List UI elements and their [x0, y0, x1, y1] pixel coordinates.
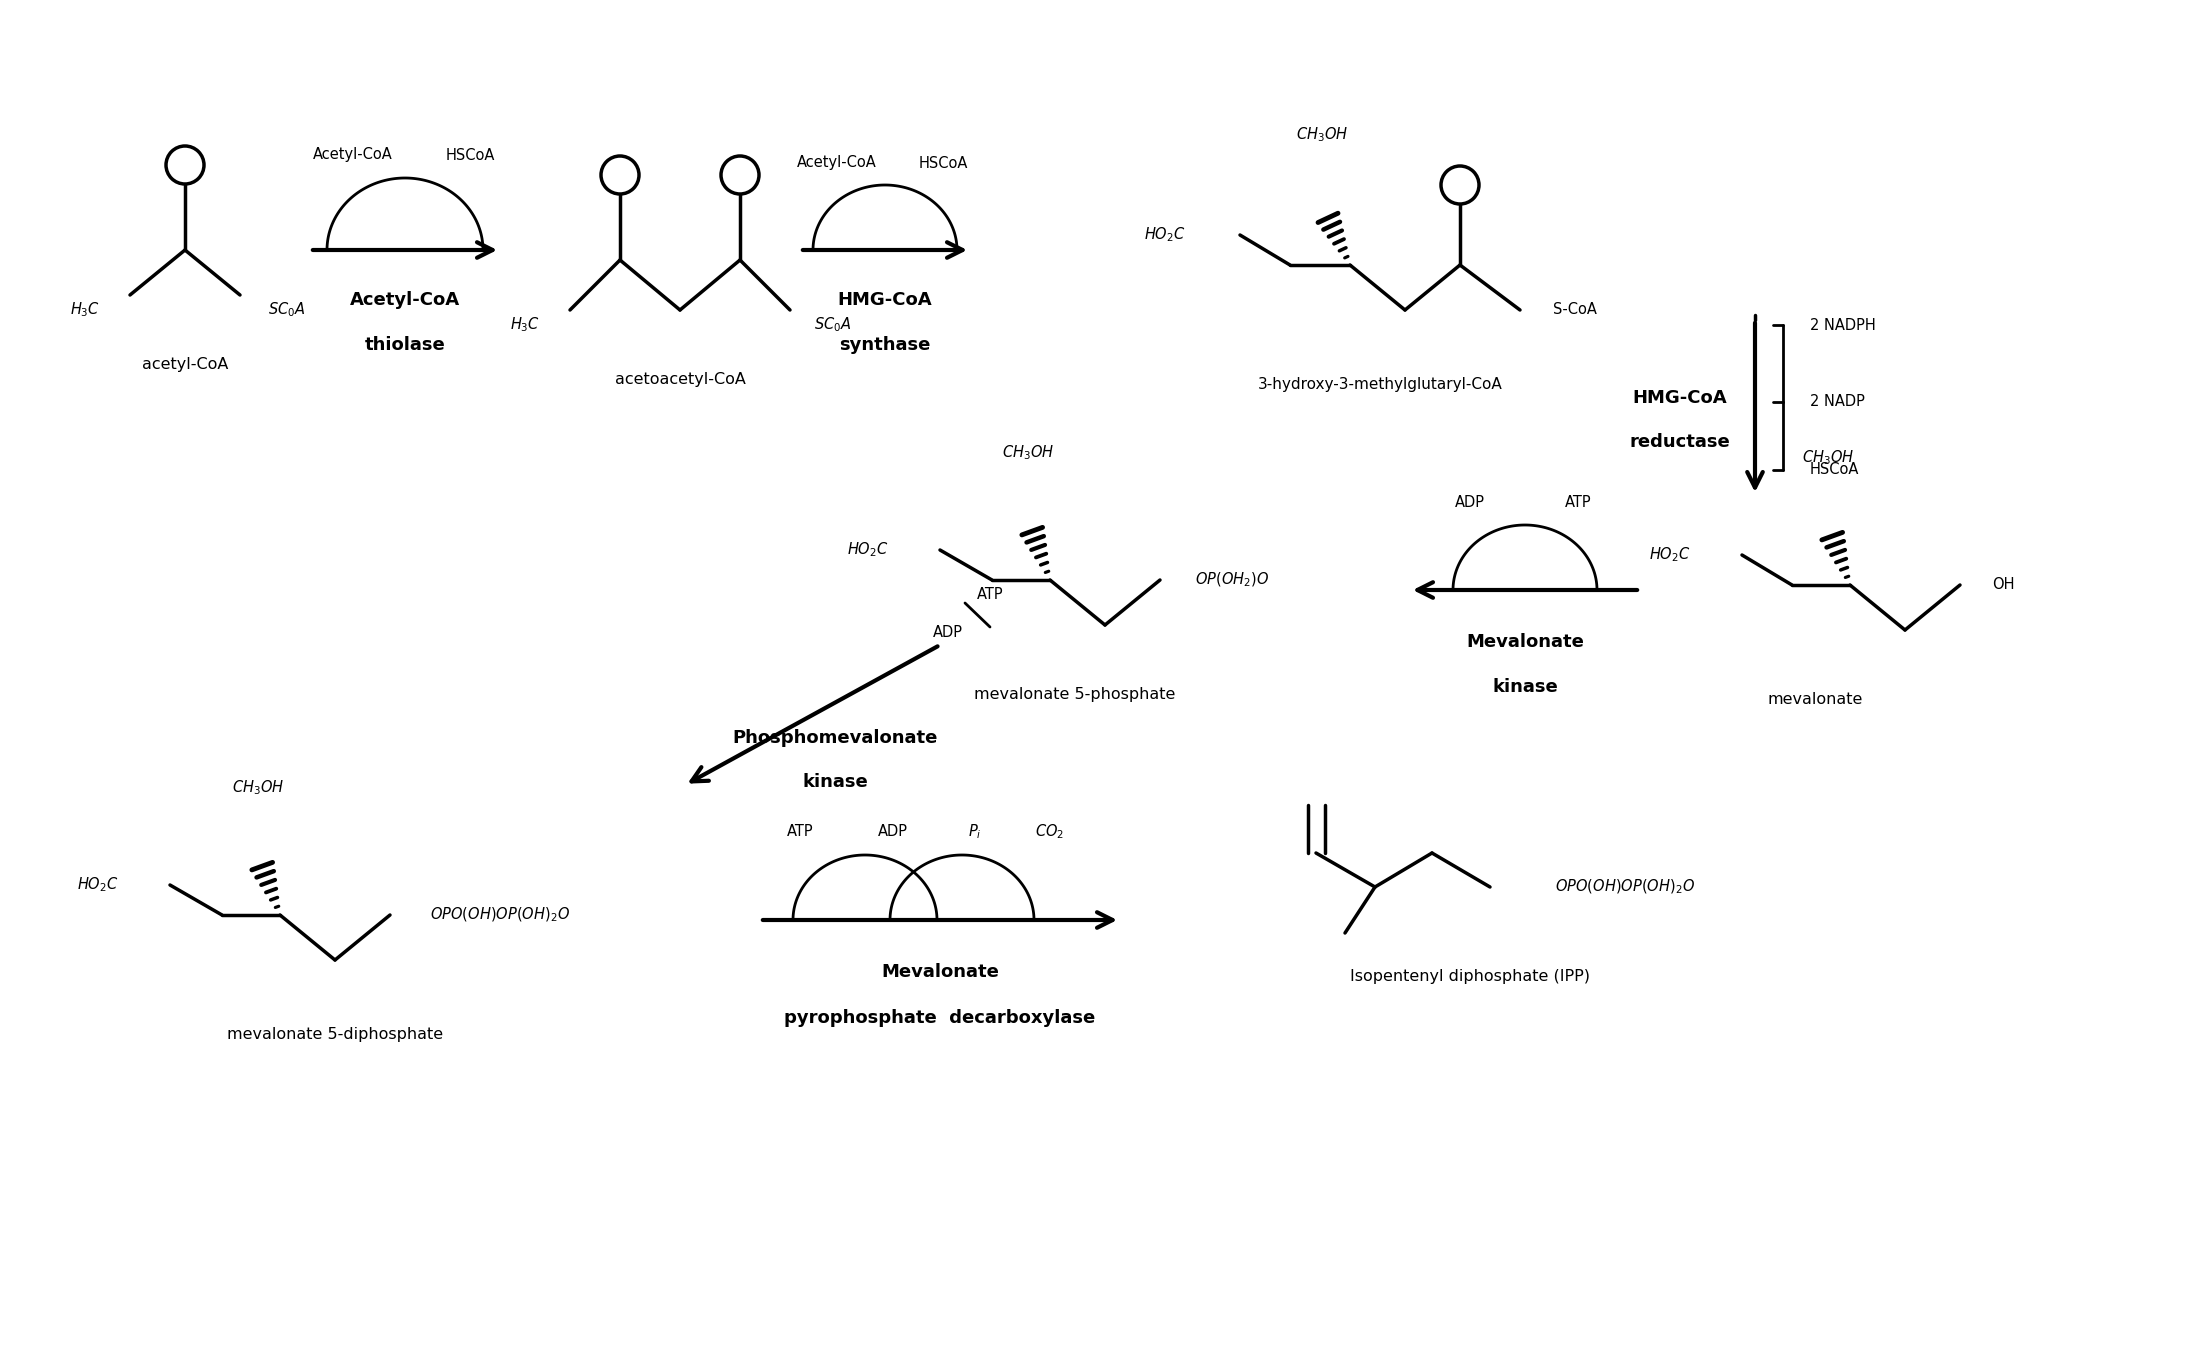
Text: Acetyl-CoA: Acetyl-CoA	[798, 156, 876, 170]
Text: $OPO(OH)OP(OH)_2O$: $OPO(OH)OP(OH)_2O$	[1556, 878, 1696, 896]
Text: mevalonate 5-diphosphate: mevalonate 5-diphosphate	[228, 1028, 443, 1043]
Text: $HO_2C$: $HO_2C$	[1144, 226, 1185, 244]
Text: $HO_2C$: $HO_2C$	[77, 875, 118, 895]
Text: $SC_0A$: $SC_0A$	[267, 300, 307, 319]
Text: $CH_3OH$: $CH_3OH$	[1295, 126, 1347, 144]
Text: acetyl-CoA: acetyl-CoA	[142, 358, 228, 373]
Text: ADP: ADP	[933, 626, 964, 641]
Text: ADP: ADP	[879, 825, 907, 840]
Text: $H_3C$: $H_3C$	[70, 300, 101, 319]
Text: S-CoA: S-CoA	[1553, 303, 1597, 318]
Text: $OP(OH_2)O$: $OP(OH_2)O$	[1194, 571, 1269, 589]
Text: mevalonate: mevalonate	[1768, 692, 1862, 707]
Text: ATP: ATP	[1564, 496, 1591, 511]
Text: $HO_2C$: $HO_2C$	[848, 541, 890, 559]
Text: $CH_3OH$: $CH_3OH$	[232, 778, 285, 797]
Text: OH: OH	[1992, 578, 2014, 592]
Text: $HO_2C$: $HO_2C$	[1650, 545, 1691, 564]
Text: synthase: synthase	[839, 336, 931, 353]
Text: Acetyl-CoA: Acetyl-CoA	[313, 148, 392, 163]
Text: Mevalonate: Mevalonate	[881, 963, 999, 981]
Text: $H_3C$: $H_3C$	[511, 315, 539, 334]
Text: Mevalonate: Mevalonate	[1466, 633, 1584, 651]
Text: HSCoA: HSCoA	[445, 148, 495, 163]
Text: $P_i$: $P_i$	[968, 822, 982, 841]
Text: $CH_3OH$: $CH_3OH$	[1001, 444, 1054, 462]
Text: HMG-CoA: HMG-CoA	[1632, 389, 1727, 407]
Text: 2 NADP: 2 NADP	[1810, 395, 1865, 410]
Text: reductase: reductase	[1630, 433, 1731, 451]
Text: Phosphomevalonate: Phosphomevalonate	[732, 729, 938, 747]
Text: $OPO(OH)OP(OH)_2O$: $OPO(OH)OP(OH)_2O$	[429, 906, 570, 925]
Text: 2 NADPH: 2 NADPH	[1810, 318, 1875, 333]
Text: thiolase: thiolase	[364, 336, 445, 353]
Text: $CO_2$: $CO_2$	[1036, 822, 1065, 841]
Text: HSCoA: HSCoA	[1810, 463, 1860, 478]
Text: $CH_3OH$: $CH_3OH$	[1801, 448, 1854, 467]
Text: ATP: ATP	[977, 588, 1003, 603]
Text: ADP: ADP	[1455, 496, 1485, 511]
Text: acetoacetyl-CoA: acetoacetyl-CoA	[613, 373, 745, 388]
Text: pyrophosphate  decarboxylase: pyrophosphate decarboxylase	[784, 1008, 1096, 1028]
Text: HSCoA: HSCoA	[918, 156, 968, 170]
Text: ATP: ATP	[787, 825, 813, 840]
Text: mevalonate 5-phosphate: mevalonate 5-phosphate	[975, 688, 1177, 703]
Text: $SC_0A$: $SC_0A$	[815, 315, 852, 334]
Text: kinase: kinase	[1492, 678, 1558, 696]
Text: kinase: kinase	[802, 773, 868, 790]
Text: Acetyl-CoA: Acetyl-CoA	[351, 290, 460, 310]
Text: HMG-CoA: HMG-CoA	[837, 290, 933, 310]
Text: 3-hydroxy-3-methylglutaryl-CoA: 3-hydroxy-3-methylglutaryl-CoA	[1258, 378, 1503, 392]
Text: Isopentenyl diphosphate (IPP): Isopentenyl diphosphate (IPP)	[1350, 970, 1591, 985]
